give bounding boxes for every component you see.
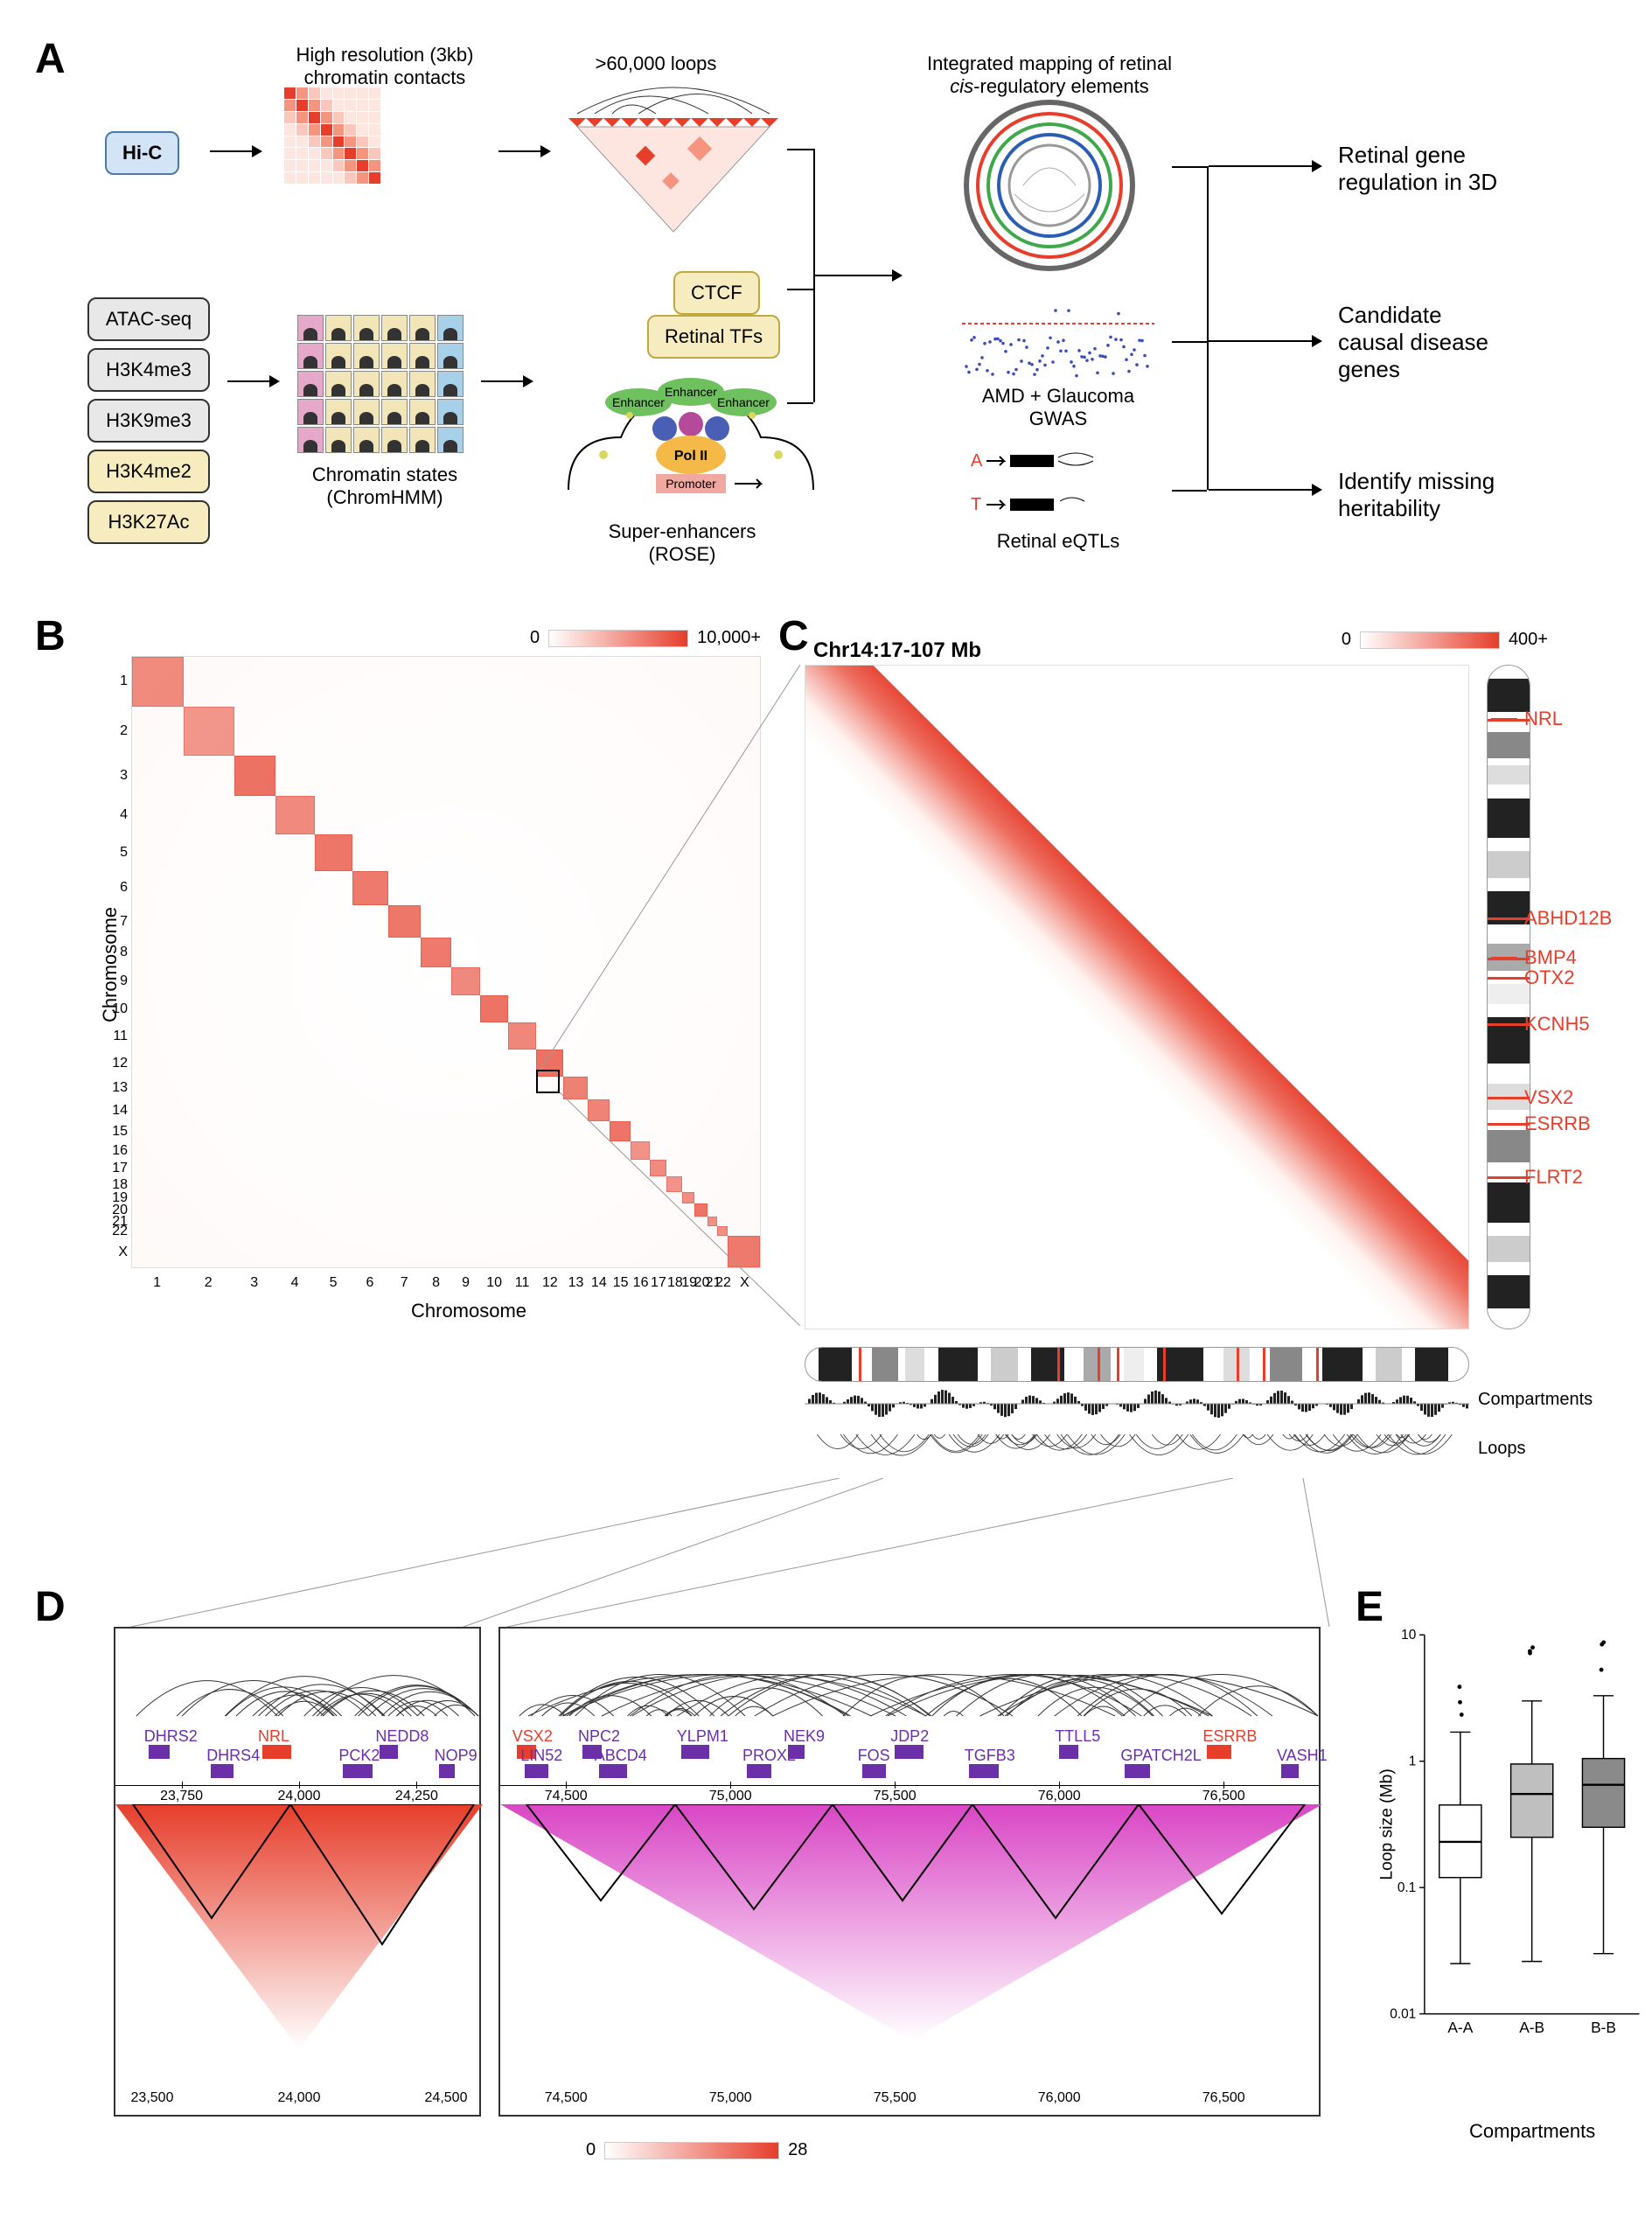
compartments-track [805,1386,1469,1421]
ctcf-box: CTCF [673,271,760,315]
d-right: VSX2LIN52NPC2ABCD4YLPM1PROX2NEK9FOSJDP2T… [498,1627,1321,2117]
contacts-caption: High resolution (3kb) chromatin contacts [271,44,498,89]
chromhmm-caption: Chromatin states (ChromHMM) [289,464,481,509]
ideogram-horizontal [805,1347,1469,1382]
panel-label-d: D [35,1583,66,1631]
eqtl-svg: A T [962,442,1154,529]
svg-text:1: 1 [1409,1754,1417,1769]
hic-box: Hi-C [105,131,179,175]
epigenome-boxes: ATAC-seq H3K4me3 H3K9me3 H3K4me2 H3K27Ac [87,297,210,551]
d-right-tri [500,1804,1322,2102]
eqtl-caption: Retinal eQTLs [979,530,1137,553]
se-svg: Enhancer Enhancer Enhancer Pol II Promot… [551,367,831,525]
svg-text:T: T [971,495,981,514]
c-region: Chr14:17-107 Mb [813,638,981,663]
svg-text:0.1: 0.1 [1398,1880,1416,1895]
svg-text:A: A [971,451,983,471]
loops-caption: >60,000 loops [577,52,735,75]
colorbar-b: 0 10,000+ [530,628,761,648]
e-xlabel: Compartments [1469,2120,1595,2143]
chr14-heatmap [805,665,1469,1329]
loops-track [805,1426,1469,1487]
svg-text:Enhancer: Enhancer [717,395,770,409]
colorbar-c: 0 400+ [1342,630,1548,650]
loops-svg [560,79,787,254]
panel-c: Chr14:17-107 Mb 0 400+ NRLABHD12BBMP4OTX… [796,612,1652,1548]
svg-text:Enhancer: Enhancer [612,395,665,409]
boxplot-svg: 0.01 0.1 1 10 Loop size (Mb) A-A A-B B-B [1373,1618,1652,2073]
panel-e: 0.01 0.1 1 10 Loop size (Mb) A-A A-B B-B Compar… [1373,1618,1652,2160]
svg-text:A-B: A-B [1519,2019,1544,2036]
panel-label-a: A [35,35,66,83]
circos-svg [962,98,1137,273]
panel-b: 0 10,000+ Chromosome Chromosome 12345678… [79,638,761,1321]
output-1: Retinal gene regulation in 3D [1338,142,1497,196]
svg-text:0.01: 0.01 [1390,2006,1416,2021]
b-xlabel: Chromosome [411,1300,526,1322]
epigenome-track-box: H3K9me3 [87,399,210,443]
genome-heatmap [131,656,761,1268]
chromhmm-matrix [297,315,464,453]
gwas-caption: AMD + Glaucoma GWAS [971,385,1146,430]
svg-text:Enhancer: Enhancer [665,385,717,399]
svg-text:B-B: B-B [1591,2019,1616,2036]
panel-a: A Hi-C High resolution (3kb) chromatin c… [35,35,1617,577]
output-2: Candidate causal disease genes [1338,302,1488,383]
epigenome-track-box: ATAC-seq [87,297,210,341]
arrow [498,150,542,152]
circos-caption: Integrated mapping of retinalcis-regulat… [910,52,1189,98]
epigenome-track-box: H3K4me3 [87,348,210,392]
svg-text:Promoter: Promoter [666,477,716,491]
d-left-tri [115,1804,483,2102]
epigenome-track-box: H3K4me2 [87,450,210,493]
svg-text:A-A: A-A [1447,2019,1473,2036]
svg-text:Pol II: Pol II [674,449,708,464]
arrow [815,275,894,276]
arrow [481,380,525,382]
gwas-svg [962,297,1154,385]
epigenome-track-box: H3K27Ac [87,500,210,544]
panel-d: DHRS2DHRS4NRLPCK2NEDD8NOP9 23,75024,0002… [79,1618,1338,2160]
track-label-loops: Loops [1478,1439,1526,1459]
track-label-compartments: Compartments [1478,1390,1593,1410]
svg-text:10: 10 [1401,1628,1416,1643]
arrow [227,380,271,382]
colorbar-d: 0 28 [586,2140,807,2160]
output-3: Identify missing heritability [1338,468,1495,522]
out-join [1207,166,1209,490]
tfs-box: Retinal TFs [647,315,780,359]
panel-label-b: B [35,612,66,660]
svg-text:Loop size (Mb): Loop size (Mb) [1377,1768,1396,1880]
se-caption: Super-enhancers (ROSE) [586,520,778,566]
d-right-arcs [500,1629,1322,1725]
d-left: DHRS2DHRS4NRLPCK2NEDD8NOP9 23,75024,0002… [114,1627,481,2117]
ideogram-vertical [1487,665,1530,1329]
d-left-arcs [115,1629,483,1725]
mini-heatmaps [284,87,484,287]
arrow [210,150,254,152]
